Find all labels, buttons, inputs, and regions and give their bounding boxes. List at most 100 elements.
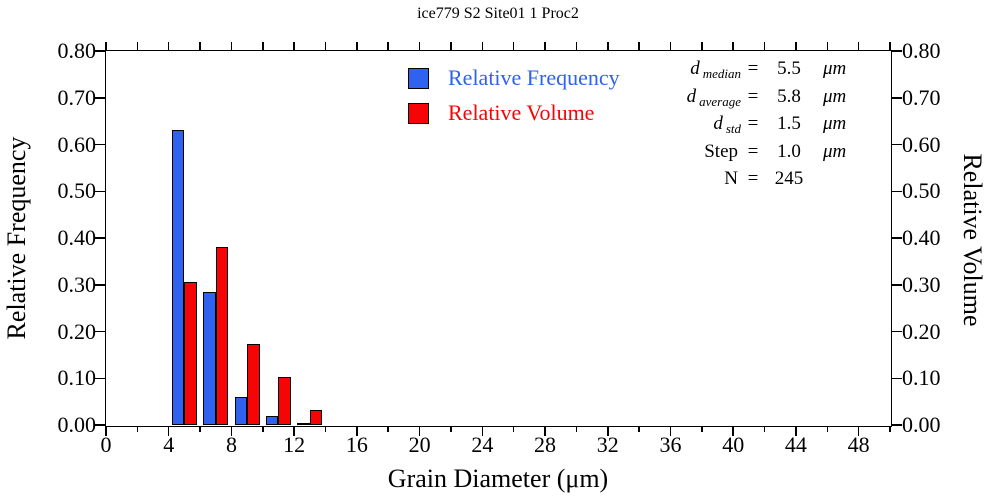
y-tick-right <box>891 143 902 146</box>
stat-label: d average <box>686 85 741 109</box>
legend: Relative Frequency Relative Volume <box>408 67 620 124</box>
x-top-tick <box>763 41 766 50</box>
volume-swatch-icon <box>408 102 429 124</box>
x-tick-label: 48 <box>847 432 870 457</box>
x-tick-label: 24 <box>471 432 494 457</box>
x-minor-tick <box>450 426 452 432</box>
equals-sign: = <box>747 168 759 189</box>
x-tick-label: 40 <box>722 432 745 457</box>
x-top-tick <box>293 41 295 50</box>
y-tick-left <box>94 237 105 239</box>
y-tick-right <box>891 284 902 286</box>
x-top-tick <box>481 41 484 50</box>
volume-bar <box>278 376 291 425</box>
y-tick-label-left: 0.80 <box>57 38 97 63</box>
x-top-tick <box>230 41 233 50</box>
stat-unit: μm <box>823 113 847 134</box>
y-tick-label-left: 0.10 <box>57 365 97 391</box>
stat-label: d std <box>713 113 741 136</box>
x-minor-tick <box>575 426 578 432</box>
x-major-tick <box>857 426 860 436</box>
x-top-tick <box>512 41 515 50</box>
frequency-bar <box>203 291 216 425</box>
x-tick-label: 44 <box>784 432 807 457</box>
y-tick-label-right: 0.80 <box>902 38 941 63</box>
x-tick-label: 32 <box>596 432 619 457</box>
equals-sign: = <box>747 85 759 107</box>
y-tick-label-right: 0.50 <box>902 178 941 204</box>
stat-label: N <box>724 168 738 189</box>
x-tick-label: 4 <box>163 432 175 457</box>
x-major-tick <box>293 426 295 436</box>
y-tick-left <box>94 190 105 192</box>
stat-row-median: d median = 5.5 μm <box>655 58 863 86</box>
frequency-bar <box>265 415 279 425</box>
x-major-tick <box>481 426 484 436</box>
y-tick-left <box>94 424 105 426</box>
equals-sign: = <box>747 140 759 162</box>
y-tick-label-left: 0.50 <box>57 178 97 204</box>
x-minor-tick <box>826 426 829 432</box>
legend-item-frequency: Relative Frequency <box>408 67 620 89</box>
y-tick-left <box>94 143 105 146</box>
frequency-bar <box>171 130 185 425</box>
x-minor-tick <box>638 426 640 432</box>
x-top-tick <box>324 41 327 50</box>
volume-bar <box>215 247 229 425</box>
x-minor-tick <box>512 426 515 432</box>
frequency-bar <box>234 396 248 425</box>
stat-unit: μm <box>823 140 847 162</box>
y-tick-left <box>94 284 105 286</box>
y-tick-left <box>94 377 105 379</box>
stats-panel: d median = 5.5 μm d average = 5.8 μm d std … <box>655 58 863 196</box>
plot-area <box>104 49 892 427</box>
volume-bar <box>184 281 197 425</box>
x-tick-label: 0 <box>100 432 112 457</box>
x-major-tick <box>607 426 609 436</box>
y-tick-right <box>891 50 902 52</box>
right-axis-title: Relative Volume <box>958 153 987 327</box>
x-major-tick <box>669 426 672 436</box>
left-axis-title: Relative Frequency <box>2 136 31 340</box>
x-top-tick <box>544 41 546 50</box>
x-tick-label: 8 <box>225 432 237 457</box>
legend-label-frequency: Relative Frequency <box>448 65 620 90</box>
y-tick-label-left: 0.30 <box>57 271 97 297</box>
volume-bar <box>247 343 260 425</box>
stat-value: 5.5 <box>777 58 801 79</box>
x-top-tick <box>889 41 891 50</box>
y-tick-right <box>891 377 902 379</box>
stat-row-std: d std = 1.5 μm <box>655 113 863 141</box>
x-major-tick <box>230 426 233 436</box>
stat-value: 1.0 <box>777 140 801 162</box>
y-tick-label-left: 0.20 <box>57 318 97 344</box>
y-tick-right <box>891 330 902 333</box>
y-tick-label-right: 0.70 <box>902 84 941 110</box>
stat-label: Step <box>704 140 738 162</box>
x-top-tick <box>262 41 264 50</box>
x-major-tick <box>105 426 107 436</box>
x-top-tick <box>418 41 421 50</box>
x-top-tick <box>732 41 734 50</box>
x-top-tick <box>826 41 829 50</box>
chart-title: ice779 S2 Site01 1 Proc2 <box>417 5 579 22</box>
frequency-swatch-icon <box>408 67 429 89</box>
x-top-tick <box>701 41 703 50</box>
stat-value: 1.5 <box>777 113 801 134</box>
stat-label: d median <box>690 58 741 81</box>
y-tick-label-right: 0.10 <box>902 365 941 391</box>
stat-row-step: Step = 1.0 μm <box>655 141 863 169</box>
stat-value: 245 <box>774 168 804 189</box>
y-tick-label-right: 0.20 <box>902 318 941 344</box>
x-tick-label: 20 <box>408 432 431 457</box>
x-top-tick <box>607 41 609 50</box>
x-major-tick <box>544 426 546 436</box>
y-tick-right <box>891 237 902 239</box>
y-tick-left <box>94 50 105 52</box>
x-tick-label: 16 <box>345 432 368 457</box>
y-tick-left <box>94 97 105 99</box>
legend-label-volume: Relative Volume <box>448 100 595 125</box>
stat-row-average: d average = 5.8 μm <box>655 86 863 114</box>
x-top-tick <box>669 41 672 50</box>
x-major-tick <box>795 426 797 436</box>
